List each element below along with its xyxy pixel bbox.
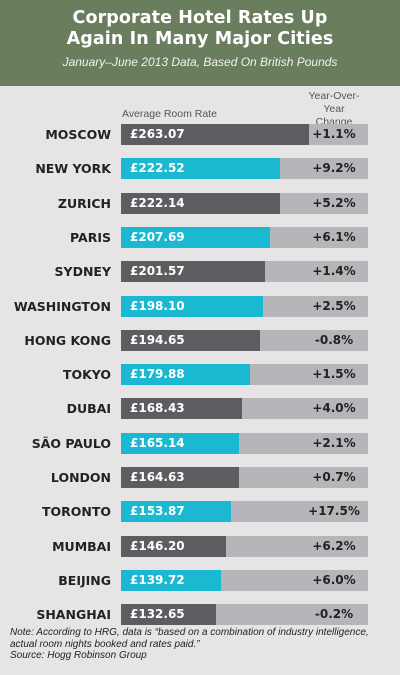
city-label: TORONTO — [41, 504, 111, 520]
room-rate-value: £198.10 — [130, 298, 185, 313]
note-text: Note: According to HRG, data is “based o… — [10, 627, 369, 650]
room-rate-bar — [121, 261, 266, 283]
city-label: WASHINGTON — [13, 298, 111, 314]
room-rate-value: £201.57 — [130, 264, 185, 279]
yoy-change-value: -0.8% — [314, 332, 354, 347]
room-rate-bar — [121, 535, 226, 557]
chart-title-line2: Again In Many Major Cities — [66, 29, 334, 49]
room-rate-bar — [121, 364, 250, 386]
room-rate-bar — [121, 398, 242, 420]
city-label: TOKYO — [62, 367, 111, 383]
city-label: HONG KONG — [24, 332, 111, 348]
room-rate-value: £153.87 — [130, 504, 185, 519]
chart-subtitle: January–June 2013 Data, Based On British… — [62, 55, 338, 69]
rate-column-header: Average Room Rate — [122, 108, 217, 120]
room-rate-bar — [121, 432, 240, 454]
room-rate-bar — [121, 295, 263, 317]
city-label: SHANGHAI — [36, 607, 111, 623]
chart-header: Corporate Hotel Rates Up Again In Many M… — [0, 0, 400, 86]
room-rate-value: £263.07 — [130, 127, 185, 141]
yoy-change-value: +9.2% — [312, 161, 356, 176]
yoy-change-value: +1.1% — [312, 127, 356, 141]
room-rate-bar — [121, 192, 281, 214]
source-text: Source: Hogg Robinson Group — [10, 650, 147, 661]
room-rate-value: £222.14 — [130, 195, 185, 210]
city-label: MUMBAI — [52, 538, 111, 554]
room-rate-bar — [121, 329, 261, 351]
room-rate-bar — [121, 226, 270, 248]
room-rate-value: £194.65 — [130, 332, 185, 347]
room-rate-value: £207.69 — [130, 229, 185, 244]
yoy-change-value: +4.0% — [312, 401, 356, 416]
yoy-change-value: +1.5% — [312, 367, 356, 382]
city-label: BEIJING — [58, 572, 111, 588]
city-label: SÃO PAULO — [31, 435, 111, 451]
yoy-change-value: +6.2% — [312, 538, 356, 553]
room-rate-bar — [121, 501, 232, 523]
city-label: MOSCOW — [45, 127, 111, 142]
room-rate-value: £222.52 — [130, 161, 185, 176]
yoy-change-value: -0.2% — [314, 607, 354, 622]
yoy-change-value: +5.2% — [312, 195, 356, 210]
room-rate-value: £132.65 — [130, 607, 185, 622]
room-rate-bar — [121, 467, 239, 488]
room-rate-bar — [121, 158, 281, 180]
room-rate-value: £168.43 — [130, 401, 185, 416]
yoy-change-value: +2.1% — [312, 435, 356, 450]
room-rate-bar — [121, 124, 310, 145]
room-rate-value: £146.20 — [130, 538, 185, 553]
city-label: LONDON — [50, 470, 111, 485]
yoy-change-value: +1.4% — [312, 264, 356, 279]
change-column-header-line1: Year-Over-Year — [308, 90, 360, 115]
yoy-change-value: +17.5% — [308, 504, 360, 519]
yoy-change-value: +6.0% — [312, 572, 356, 587]
yoy-change-value: +6.1% — [312, 229, 356, 244]
city-label: NEW YORK — [35, 161, 111, 177]
city-label: PARIS — [70, 229, 111, 245]
room-rate-value: £165.14 — [130, 435, 185, 450]
city-label: ZURICH — [57, 195, 111, 211]
footer-note: Note: According to HRG, data is “based o… — [10, 627, 394, 662]
room-rate-value: £139.72 — [130, 572, 185, 587]
room-rate-bar — [121, 604, 216, 626]
yoy-change-value: +2.5% — [312, 298, 356, 313]
chart-title: Corporate Hotel Rates Up Again In Many M… — [0, 0, 400, 50]
city-label: SYDNEY — [54, 264, 111, 280]
chart-title-line1: Corporate Hotel Rates Up — [72, 8, 328, 28]
room-rate-bar — [121, 569, 222, 591]
yoy-change-value: +0.7% — [312, 470, 356, 484]
city-label: DUBAI — [66, 401, 111, 417]
room-rate-value: £179.88 — [130, 367, 185, 382]
room-rate-value: £164.63 — [130, 470, 185, 484]
